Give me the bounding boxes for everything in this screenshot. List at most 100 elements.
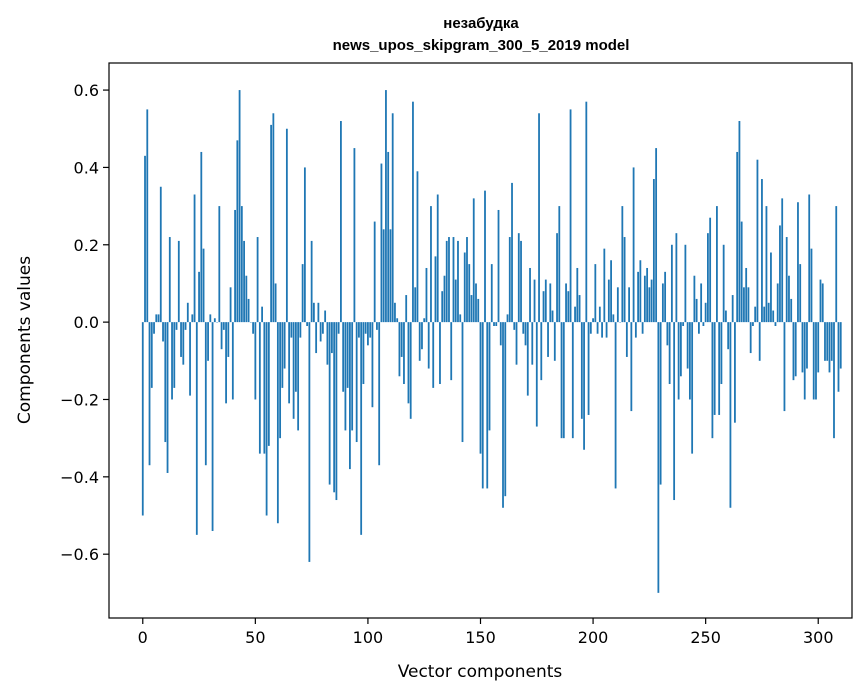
bar-25 — [198, 271, 200, 323]
bar-201 — [594, 264, 597, 323]
bar-250 — [704, 302, 707, 323]
bar-244 — [691, 322, 694, 454]
bar-86 — [335, 322, 338, 501]
y-tick-label: 0.0 — [74, 313, 99, 332]
bar-137 — [450, 322, 453, 381]
bar-16 — [177, 240, 180, 323]
bar-132 — [439, 322, 441, 385]
bar-176 — [538, 113, 540, 323]
chart-title-line-1: незабудка — [443, 15, 519, 32]
bar-136 — [448, 237, 450, 323]
y-tick-label: −0.6 — [60, 545, 99, 564]
bar-285 — [783, 322, 786, 412]
bar-174 — [533, 279, 536, 323]
bar-195 — [580, 322, 583, 419]
bar-209 — [612, 314, 615, 323]
bar-288 — [790, 298, 793, 323]
bar-115 — [400, 322, 403, 357]
bar-55 — [265, 322, 268, 516]
bar-249 — [702, 322, 705, 326]
bar-138 — [452, 237, 455, 323]
bar-218 — [632, 167, 635, 323]
bar-162 — [506, 314, 509, 323]
bar-84 — [331, 322, 333, 354]
y-axis-label: Components values — [15, 256, 35, 424]
bar-246 — [695, 298, 698, 323]
bar-200 — [592, 318, 594, 323]
bar-277 — [765, 206, 768, 323]
bar-151 — [481, 322, 484, 489]
bar-198 — [587, 322, 590, 415]
bar-257 — [720, 322, 723, 385]
bar-74 — [308, 322, 311, 562]
bar-45 — [243, 240, 245, 323]
bar-269 — [747, 287, 750, 323]
bar-160 — [502, 322, 504, 508]
bar-261 — [729, 322, 732, 508]
bar-289 — [792, 322, 795, 381]
bar-240 — [682, 322, 685, 326]
bar-49 — [252, 322, 254, 334]
bar-262 — [731, 295, 734, 323]
bar-146 — [470, 295, 473, 323]
bar-172 — [529, 267, 531, 323]
bar-22 — [191, 314, 194, 323]
bar-40 — [231, 322, 234, 400]
bar-128 — [430, 206, 432, 323]
bar-13 — [171, 322, 173, 400]
bar-54 — [263, 322, 266, 454]
bar-41 — [234, 209, 236, 323]
bar-272 — [754, 306, 757, 323]
bar-203 — [598, 306, 601, 323]
bar-121 — [414, 287, 417, 323]
bar-251 — [707, 233, 709, 323]
bar-191 — [571, 322, 574, 439]
bar-156 — [493, 322, 495, 326]
bar-204 — [601, 322, 603, 338]
bar-62 — [281, 322, 284, 388]
bar-12 — [168, 237, 171, 323]
bar-5 — [153, 322, 155, 334]
bar-101 — [369, 322, 372, 338]
bar-127 — [427, 322, 430, 369]
bar-267 — [743, 287, 745, 323]
bar-67 — [292, 322, 295, 419]
bar-247 — [698, 322, 700, 334]
bar-222 — [641, 322, 644, 334]
bar-243 — [688, 322, 691, 400]
bar-155 — [490, 264, 493, 323]
bar-17 — [180, 322, 182, 357]
bar-284 — [781, 198, 784, 323]
bar-202 — [596, 322, 599, 334]
bar-185 — [558, 206, 561, 323]
bar-96 — [358, 322, 360, 338]
bar-105 — [378, 322, 381, 466]
bar-230 — [659, 322, 662, 485]
bar-293 — [801, 322, 804, 373]
bar-298 — [812, 322, 815, 400]
y-tick-label: 0.6 — [74, 81, 99, 100]
bar-307 — [833, 322, 835, 439]
bar-175 — [535, 322, 538, 427]
bar-228 — [655, 148, 658, 323]
bar-140 — [457, 240, 459, 323]
bar-125 — [423, 318, 426, 323]
bar-2 — [146, 109, 149, 323]
bar-24 — [195, 322, 198, 535]
bar-142 — [461, 322, 464, 443]
bar-159 — [499, 322, 502, 346]
bar-171 — [526, 322, 529, 396]
bar-158 — [497, 209, 500, 323]
bar-37 — [225, 322, 227, 404]
bar-173 — [531, 322, 534, 365]
bar-75 — [310, 240, 313, 323]
bar-164 — [511, 182, 513, 323]
bar-91 — [346, 322, 349, 388]
bar-233 — [666, 322, 669, 346]
bar-61 — [279, 322, 282, 439]
bar-144 — [466, 237, 468, 323]
bar-82 — [326, 322, 329, 365]
bar-52 — [258, 322, 261, 454]
bar-256 — [718, 322, 721, 415]
